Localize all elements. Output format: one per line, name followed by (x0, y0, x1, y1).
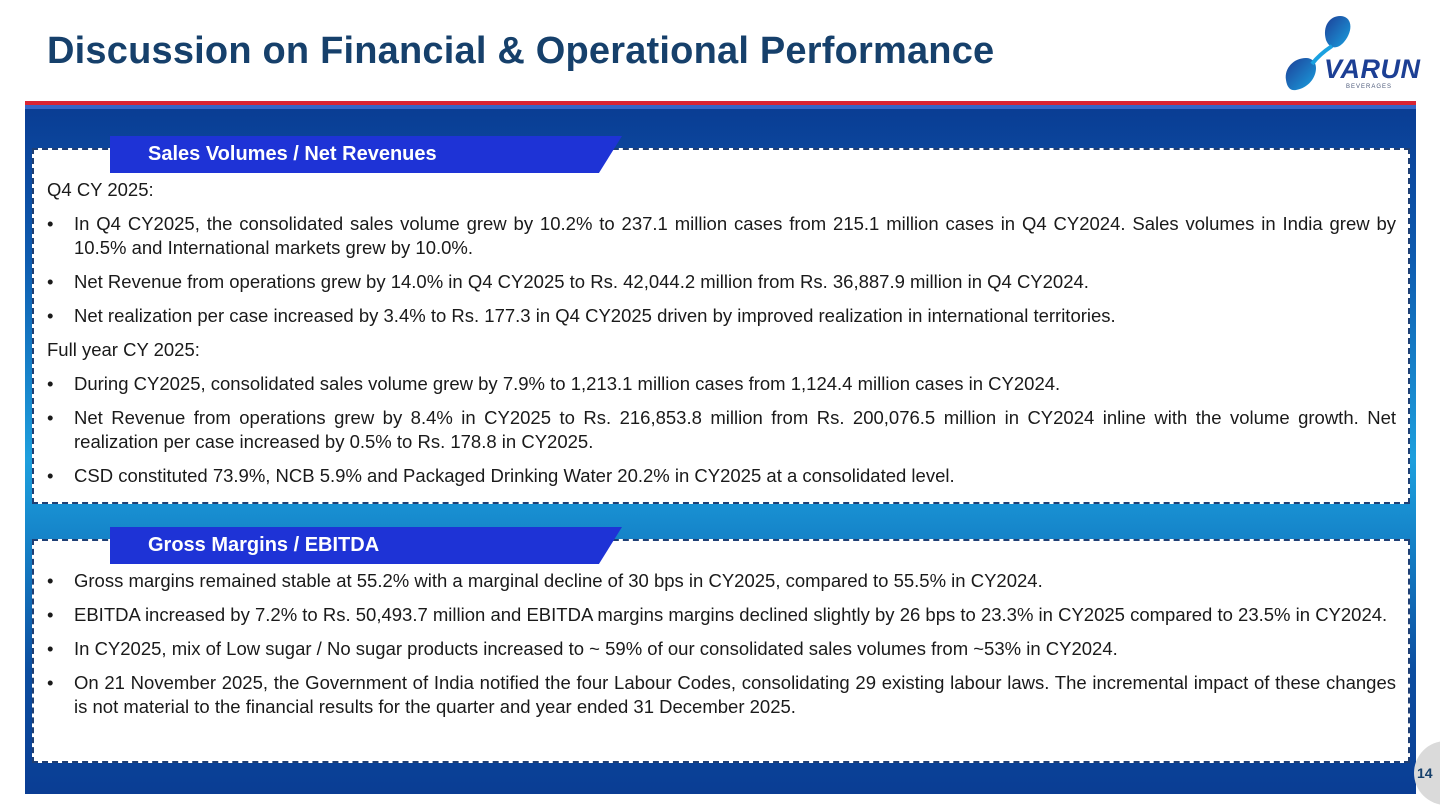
sales-volumes-box (32, 148, 1410, 504)
list-item: • In Q4 CY2025, the consolidated sales v… (47, 213, 1396, 258)
bullet-icon: • (47, 213, 54, 234)
header-rule-red (25, 101, 1416, 105)
list-item: • EBITDA increased by 7.2% to Rs. 50,493… (47, 604, 1388, 625)
logo-mark-icon (1285, 16, 1351, 91)
bullet-icon: • (47, 604, 54, 625)
list-item: • Gross margins remained stable at 55.2%… (47, 570, 1043, 591)
list-item: • Net realization per case increased by … (47, 305, 1116, 326)
list-item: • CSD constituted 73.9%, NCB 5.9% and Pa… (47, 465, 955, 486)
bullet-icon: • (47, 672, 54, 693)
section-tab-margins: Gross Margins / EBITDA (110, 527, 622, 564)
sales-volumes-content: Q4 CY 2025: • In Q4 CY2025, the consolid… (47, 178, 1396, 498)
fy-subheading: Full year CY 2025: (47, 339, 200, 360)
bullet-icon: • (47, 373, 54, 394)
q4-subheading: Q4 CY 2025: (47, 179, 154, 200)
list-item: • Net Revenue from operations grew by 14… (47, 271, 1089, 292)
logo-subtext: BEVERAGES (1346, 84, 1393, 90)
header-rule-blue (25, 105, 1416, 109)
bullet-icon: • (47, 271, 54, 292)
bullet-icon: • (47, 305, 54, 326)
list-item: • Net Revenue from operations grew by 8.… (47, 407, 1396, 452)
page-number: 14 (1417, 765, 1433, 781)
bullet-icon: • (47, 638, 54, 659)
bullet-icon: • (47, 407, 54, 428)
list-item: • On 21 November 2025, the Government of… (47, 672, 1396, 717)
logo-wordmark: VARUN (1324, 54, 1421, 84)
list-item: • In CY2025, mix of Low sugar / No sugar… (47, 638, 1118, 659)
section-tab-sales: Sales Volumes / Net Revenues (110, 136, 622, 173)
bullet-icon: • (47, 570, 54, 591)
list-item: • During CY2025, consolidated sales volu… (47, 373, 1061, 394)
varun-logo: VARUN BEVERAGES (1282, 12, 1420, 96)
page-title: Discussion on Financial & Operational Pe… (47, 30, 995, 72)
gross-margins-box (32, 539, 1410, 763)
gross-margins-content: • Gross margins remained stable at 55.2%… (47, 569, 1396, 729)
bullet-icon: • (47, 465, 54, 486)
